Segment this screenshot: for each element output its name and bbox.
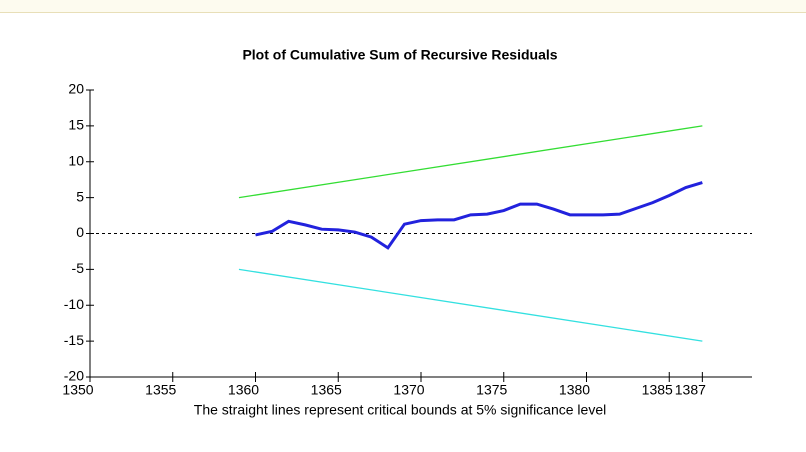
y-tick-label: 15 [68, 117, 84, 133]
x-tick-label: 1385 [642, 382, 673, 398]
series-line [239, 126, 702, 198]
x-tick-label: 1380 [559, 382, 590, 398]
x-tick-label: 1365 [311, 382, 342, 398]
y-tick-label: 0 [76, 224, 84, 240]
series-line [256, 183, 703, 248]
series-line [239, 269, 702, 341]
x-tick-label: 1370 [393, 382, 424, 398]
y-tick-label: 10 [68, 152, 84, 168]
x-tick-label: 1350 [62, 382, 93, 398]
y-tick-label: 5 [76, 188, 84, 204]
chart-title: Plot of Cumulative Sum of Recursive Resi… [242, 47, 557, 63]
y-tick-label: -15 [64, 332, 84, 348]
y-tick-label: -5 [72, 260, 85, 276]
x-tick-label: 1355 [145, 382, 176, 398]
chart: Plot of Cumulative Sum of Recursive Resi… [0, 0, 806, 452]
x-tick-label: 1360 [228, 382, 259, 398]
y-tick-label: 20 [68, 81, 84, 97]
y-tick-label: -10 [64, 296, 84, 312]
x-tick-label: 1387 [675, 382, 706, 398]
x-tick-label: 1375 [476, 382, 507, 398]
chart-note: The straight lines represent critical bo… [194, 402, 606, 418]
